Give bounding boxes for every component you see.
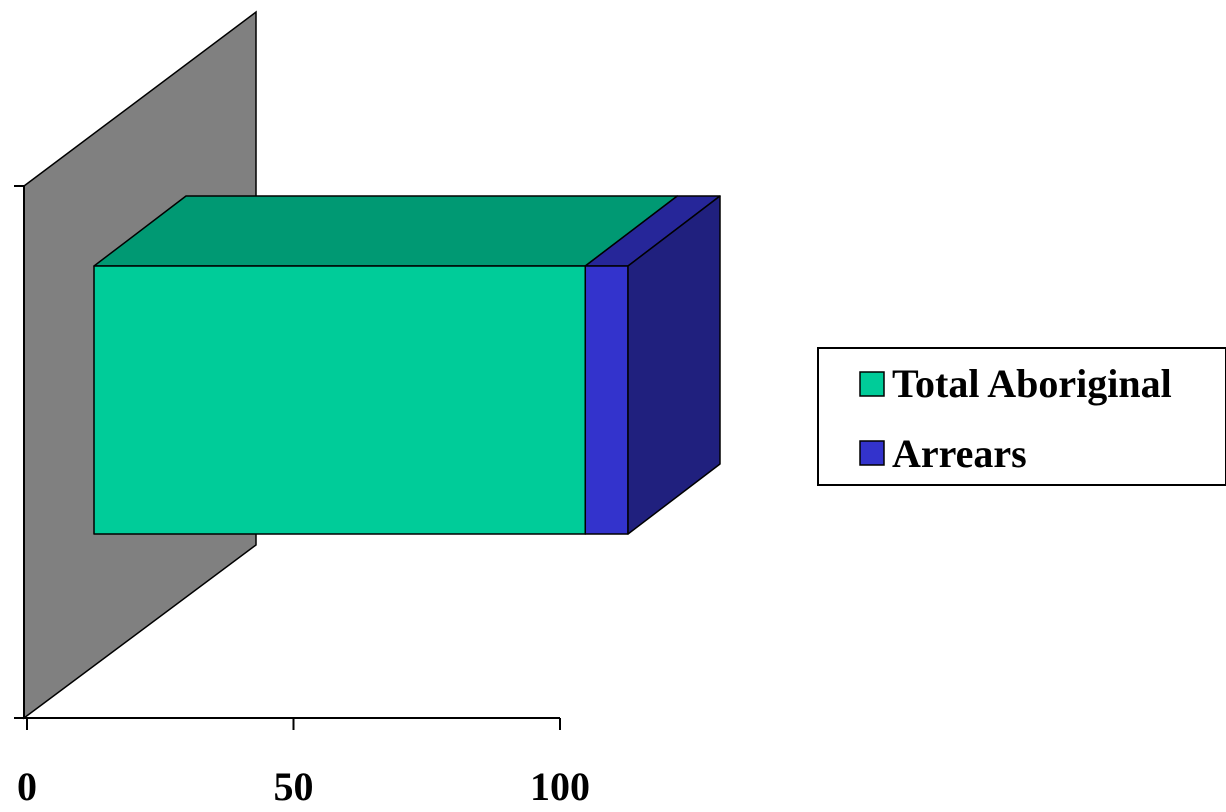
legend-swatch-total-aboriginal <box>859 371 885 397</box>
bar-side-arrears <box>627 195 721 535</box>
x-tick-label: 100 <box>530 764 590 809</box>
bars <box>93 195 721 535</box>
x-axis-ticks: 0 50 100 <box>17 718 590 809</box>
legend-swatch-arrears <box>859 440 885 466</box>
bar-front-arrears <box>584 265 629 535</box>
legend-box <box>817 347 1226 486</box>
bar-top-total-aboriginal <box>93 195 679 267</box>
legend-label-arrears: Arrears <box>892 431 1027 476</box>
bar-front-total-aboriginal <box>93 265 587 535</box>
legend: Total Aboriginal Arrears <box>817 347 1226 486</box>
x-tick-label: 50 <box>274 764 314 809</box>
x-tick-label: 0 <box>17 764 37 809</box>
legend-label-total-aboriginal: Total Aboriginal <box>892 361 1172 406</box>
